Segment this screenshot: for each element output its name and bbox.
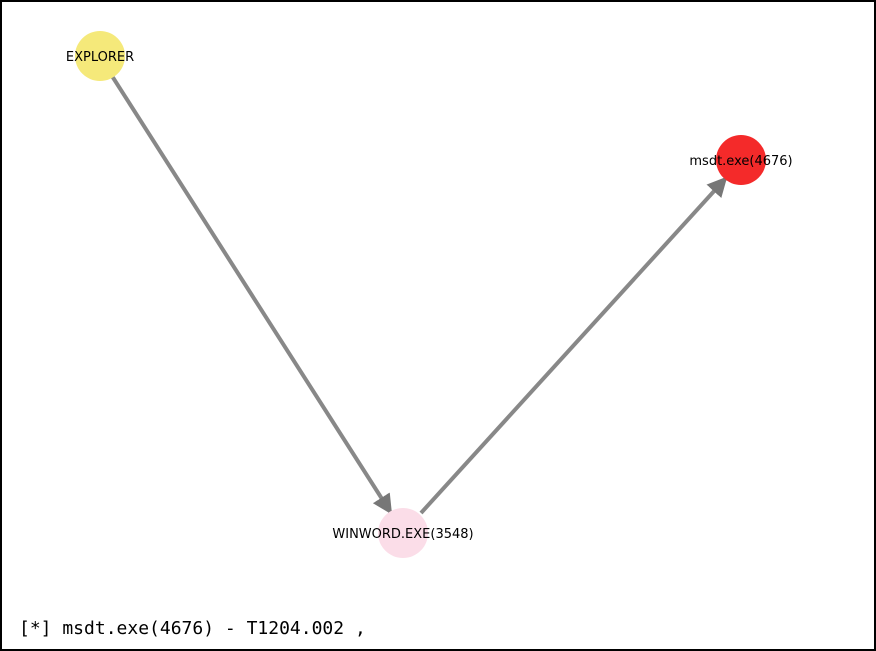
node-winword[interactable]: WINWORD.EXE(3548) [332, 508, 474, 558]
edge-explorer-to-winword [110, 74, 393, 515]
node-explorer-label: EXPLORER [66, 50, 134, 65]
technique-status-line: [*] msdt.exe(4676) - T1204.002 , [19, 618, 366, 639]
edge-winword-to-msdt [419, 176, 728, 515]
node-explorer[interactable]: EXPLORER [66, 31, 134, 81]
node-winword-circle [378, 508, 428, 558]
node-msdt-circle [716, 135, 766, 185]
node-msdt[interactable]: msdt.exe(4676) [689, 135, 793, 185]
process-graph: EXPLORER WINWORD.EXE(3548) msdt.exe(4676… [66, 31, 793, 558]
node-explorer-circle [75, 31, 125, 81]
node-msdt-label: msdt.exe(4676) [689, 154, 792, 169]
node-winword-label: WINWORD.EXE(3548) [332, 527, 473, 542]
